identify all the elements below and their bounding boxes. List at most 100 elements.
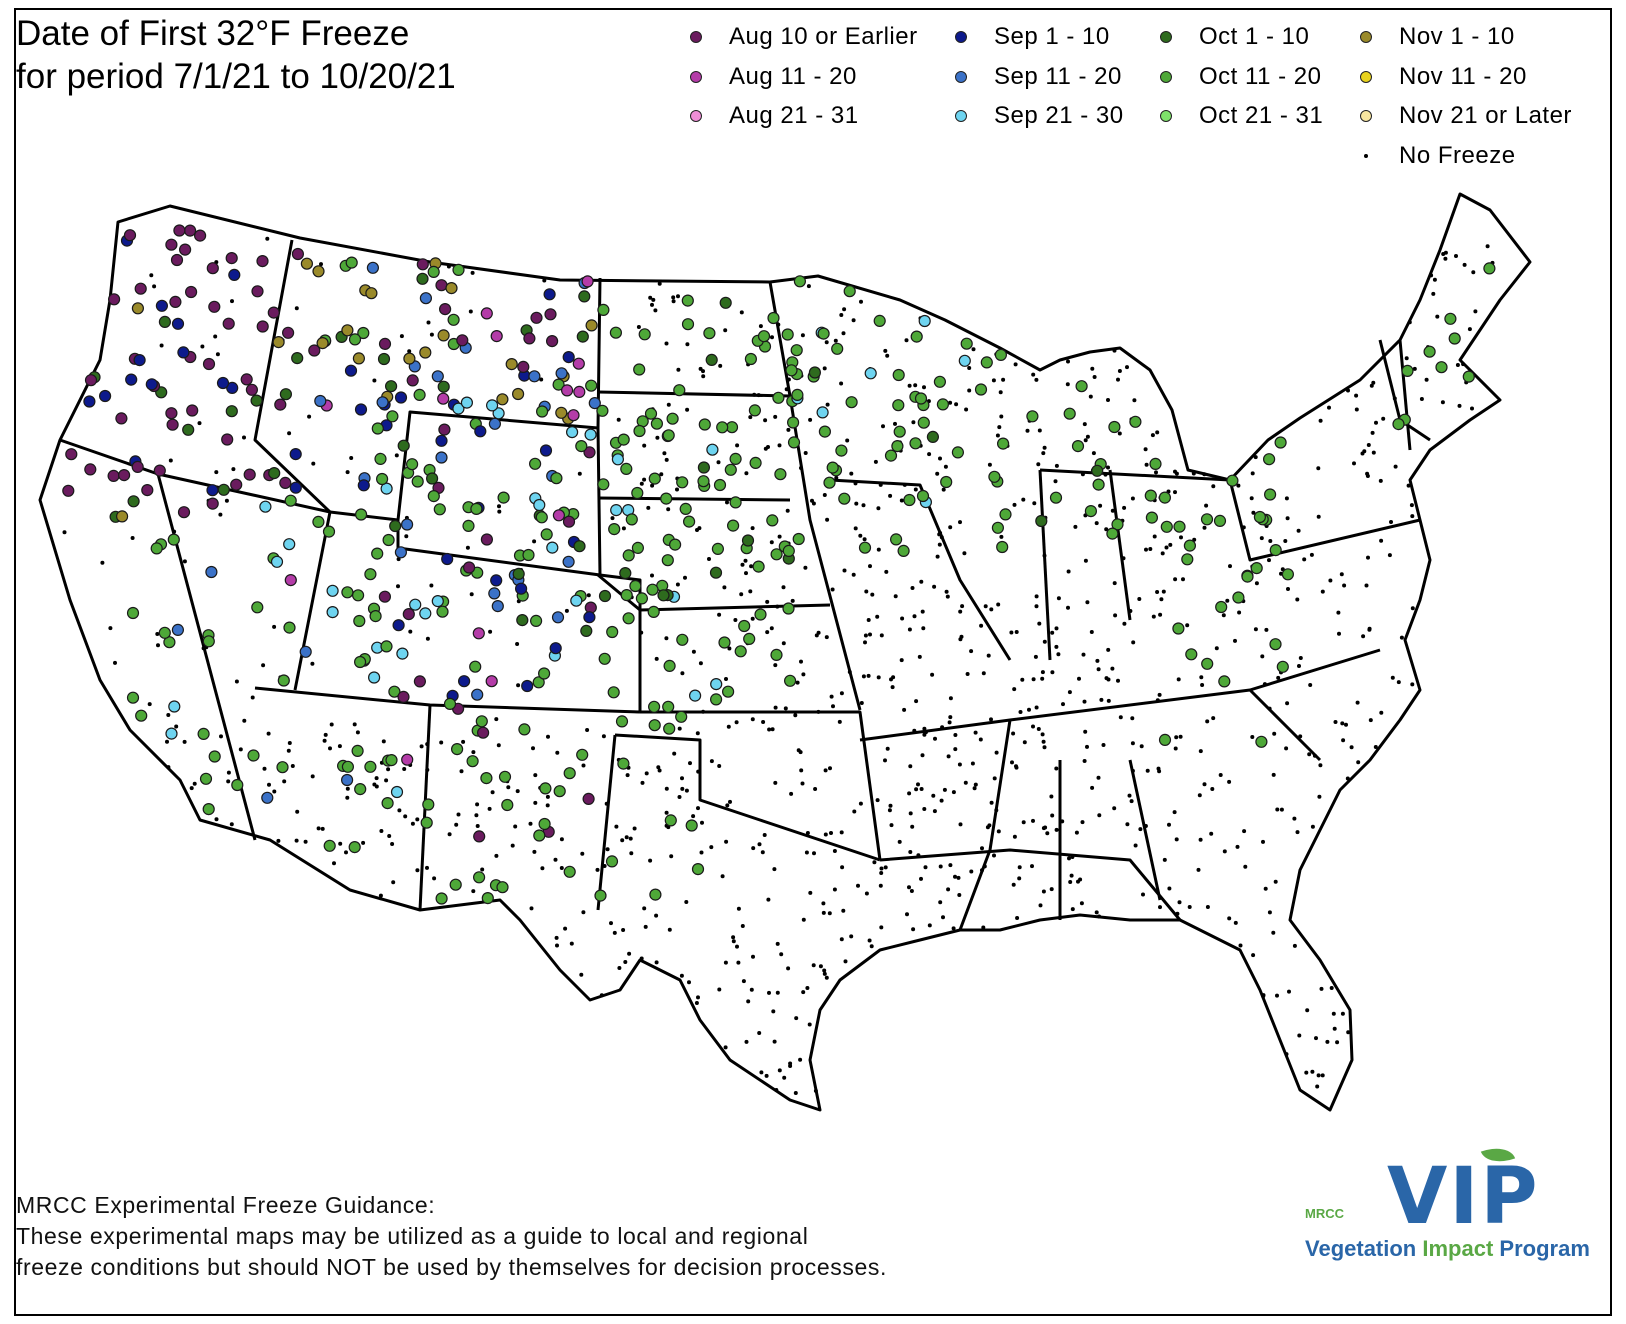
no-freeze-dot	[800, 333, 805, 338]
no-freeze-dot	[680, 786, 685, 791]
no-freeze-dot	[648, 295, 653, 300]
no-freeze-dot	[922, 385, 926, 390]
state-boundary	[879, 848, 1182, 921]
no-freeze-dot	[756, 393, 761, 398]
no-freeze-dot	[720, 874, 725, 879]
freeze-station-dot	[184, 224, 197, 237]
no-freeze-dot	[636, 325, 641, 329]
freeze-station-dot	[480, 307, 493, 320]
no-freeze-dot	[735, 944, 739, 949]
freeze-station-dot	[619, 566, 632, 580]
freeze-station-dot	[578, 290, 591, 303]
freeze-station-dot	[663, 659, 676, 673]
freeze-station-dot	[84, 463, 97, 476]
freeze-station-dot	[516, 613, 529, 627]
no-freeze-dot	[1041, 739, 1046, 744]
no-freeze-dot	[1042, 445, 1047, 450]
no-freeze-dot	[1263, 886, 1268, 891]
freeze-station-dot	[543, 288, 556, 301]
no-freeze-dot	[911, 420, 916, 425]
freeze-station-dot	[550, 472, 563, 485]
no-freeze-dot	[1116, 678, 1120, 683]
no-freeze-dot	[349, 456, 354, 460]
no-freeze-dot	[684, 900, 689, 904]
no-freeze-dot	[766, 897, 771, 902]
no-freeze-dot	[1362, 449, 1367, 454]
freeze-station-dot	[535, 405, 549, 418]
legend-label: Sep 11 - 20	[994, 63, 1122, 90]
freeze-station-dot	[199, 772, 213, 785]
no-freeze-dot	[839, 937, 844, 942]
logo-word-3: Program	[1499, 1236, 1590, 1261]
freeze-station-dot	[261, 791, 274, 804]
no-freeze-dot	[872, 860, 877, 865]
freeze-station-dot	[177, 506, 191, 519]
no-freeze-dot	[643, 924, 648, 929]
no-freeze-dot	[1009, 630, 1014, 635]
freeze-station-dot	[533, 498, 546, 512]
no-freeze-dot	[1112, 348, 1117, 353]
freeze-station-dot	[843, 285, 856, 298]
no-freeze-dot	[563, 926, 568, 931]
freeze-station-dot	[84, 374, 98, 387]
no-freeze-dot	[821, 910, 826, 915]
no-freeze-dot	[1337, 631, 1341, 636]
state-boundary	[1228, 479, 1421, 562]
no-freeze-dot	[1419, 397, 1424, 401]
state-boundary	[596, 277, 602, 576]
no-freeze-dot	[345, 470, 350, 475]
no-freeze-dot	[156, 643, 160, 648]
no-freeze-dot	[1202, 525, 1207, 530]
no-freeze-dot	[965, 672, 970, 676]
freeze-station-dot	[225, 252, 238, 265]
no-freeze-dot	[932, 809, 937, 814]
legend-label: Oct 21 - 31	[1199, 102, 1324, 129]
freeze-station-dot	[413, 675, 426, 688]
freeze-station-dot	[1483, 262, 1496, 275]
no-freeze-dot	[863, 633, 868, 638]
no-freeze-dot	[757, 1031, 762, 1035]
freeze-station-dot	[259, 500, 272, 513]
no-freeze-dot	[1097, 914, 1102, 919]
no-freeze-dot	[432, 876, 437, 881]
freeze-station-dot	[744, 352, 758, 366]
legend-item: Oct 21 - 31	[1160, 101, 1323, 131]
freeze-station-dot	[646, 583, 659, 596]
freeze-station-dot	[545, 335, 559, 348]
legend-item: Sep 21 - 30	[955, 101, 1124, 131]
no-freeze-dot	[648, 858, 653, 863]
no-freeze-dot	[864, 589, 869, 594]
no-freeze-dot	[1117, 431, 1122, 436]
freeze-station-dot	[289, 481, 302, 494]
no-freeze-dot	[1162, 857, 1167, 862]
no-freeze-dot	[907, 791, 912, 796]
no-freeze-dot	[1261, 839, 1265, 844]
freeze-station-dot	[377, 352, 391, 366]
freeze-station-dot	[893, 425, 906, 438]
no-freeze-dot	[1041, 889, 1046, 894]
freeze-station-dot	[250, 394, 263, 407]
no-freeze-dot	[1238, 943, 1243, 948]
no-freeze-dot	[410, 821, 415, 826]
freeze-station-dot	[685, 819, 698, 832]
no-freeze-dot	[262, 766, 267, 771]
no-freeze-dot	[1237, 610, 1242, 615]
no-freeze-dot	[760, 850, 765, 855]
no-freeze-dot	[761, 720, 766, 724]
freeze-station-dot	[481, 891, 494, 905]
freeze-station-dot	[648, 472, 661, 485]
no-freeze-dot	[1031, 724, 1035, 729]
no-freeze-dot	[426, 320, 431, 325]
no-freeze-dot	[1070, 855, 1075, 859]
no-freeze-dot	[699, 850, 704, 855]
legend-swatch	[1360, 110, 1372, 122]
no-freeze-dot	[390, 842, 395, 846]
no-freeze-dot	[639, 481, 644, 486]
freeze-station-dot	[719, 296, 732, 309]
freeze-station-dot	[206, 497, 219, 510]
no-freeze-dot	[1082, 422, 1087, 427]
no-freeze-dot	[866, 673, 871, 678]
freeze-station-dot	[470, 502, 483, 515]
freeze-station-dot	[1160, 520, 1173, 533]
no-freeze-dot	[1285, 701, 1290, 706]
